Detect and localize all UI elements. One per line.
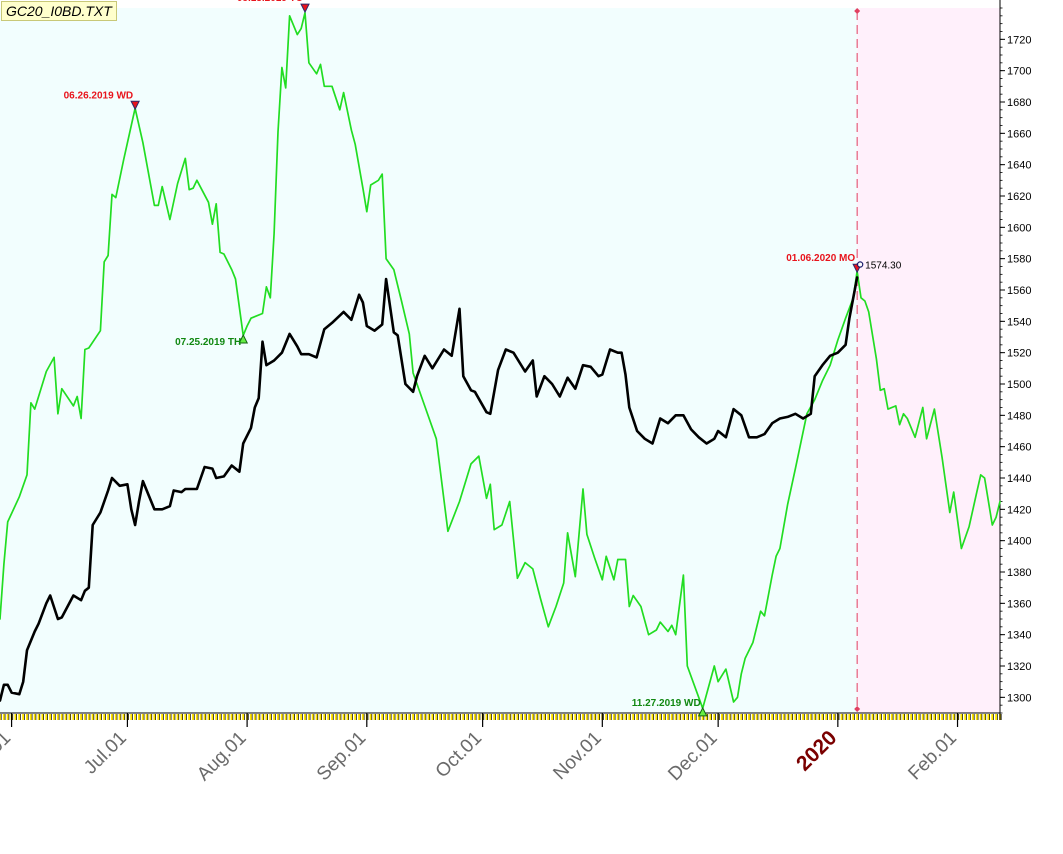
y-tick-label: 1700 (1007, 66, 1031, 78)
forecast-marker-bottom (854, 706, 861, 712)
annotation-layer: 06.26.2019 WD 08.13.2019 TU 07.25.2019 TH 1… (64, 0, 902, 717)
y-tick-label: 1480 (1007, 410, 1031, 422)
last-price-dot (856, 261, 864, 268)
x-tick-label: Feb.01 (904, 728, 961, 785)
y-tick-label: 1640 (1007, 160, 1031, 172)
y-tick-label: 1660 (1007, 128, 1031, 140)
pivot-low-marker (238, 333, 249, 344)
price-series-line (0, 276, 859, 702)
x-tick-label: Jul.01 (80, 728, 131, 779)
pivot-low-marker (697, 706, 708, 717)
x-tick-label: Sep.01 (313, 728, 370, 785)
y-tick-label: 1420 (1007, 504, 1031, 516)
x-tick-year-label: 2020 (792, 726, 841, 775)
y-tick-label: 1300 (1007, 692, 1031, 704)
last-price-label: 1574.30 (865, 261, 902, 272)
x-tick-label: Aug.01 (193, 728, 250, 785)
y-tick-label: 1380 (1007, 567, 1031, 579)
forecast-zone (857, 8, 1000, 713)
y-tick-label: 1400 (1007, 536, 1031, 548)
y-tick-label: 1520 (1007, 348, 1031, 360)
plot-background (0, 8, 1000, 713)
x-tick-label: Oct.01 (432, 728, 486, 782)
pivot-low-label: 07.25.2019 TH (175, 337, 241, 348)
pivot-high-label: 08.13.2019 TU (237, 0, 303, 4)
pivot-high-label: 01.06.2020 MO (786, 253, 855, 264)
y-tick-label: 1340 (1007, 630, 1031, 642)
y-tick-label: 1440 (1007, 473, 1031, 485)
y-tick-label: 1720 (1007, 34, 1031, 46)
y-tick-label: 1360 (1007, 598, 1031, 610)
y-tick-label: 1560 (1007, 285, 1031, 297)
y-tick-label: 1460 (1007, 442, 1031, 454)
y-tick-label: 1320 (1007, 661, 1031, 673)
y-tick-label: 1500 (1007, 379, 1031, 391)
series-layer (0, 11, 1001, 710)
y-tick-label: 1680 (1007, 97, 1031, 109)
y-tick-label: 1600 (1007, 222, 1031, 234)
pivot-high-marker (300, 3, 310, 14)
x-tick-label: Nov.01 (549, 728, 605, 784)
forecast-marker-top (854, 8, 861, 14)
pivot-high-marker (130, 100, 140, 111)
pivot-high-label: 06.26.2019 WD (64, 90, 134, 101)
x-tick-label: Jun.01 (0, 728, 15, 783)
y-tick-label: 1540 (1007, 316, 1031, 328)
y-tick-label: 1580 (1007, 254, 1031, 266)
y-tick-label: 1620 (1007, 191, 1031, 203)
tick-strip (0, 713, 1000, 720)
pivot-low-label: 11.27.2019 WD (632, 698, 701, 709)
chart-file-title: GC20_I0BD.TXT (1, 1, 117, 21)
x-tick-label: Dec.01 (664, 728, 721, 785)
